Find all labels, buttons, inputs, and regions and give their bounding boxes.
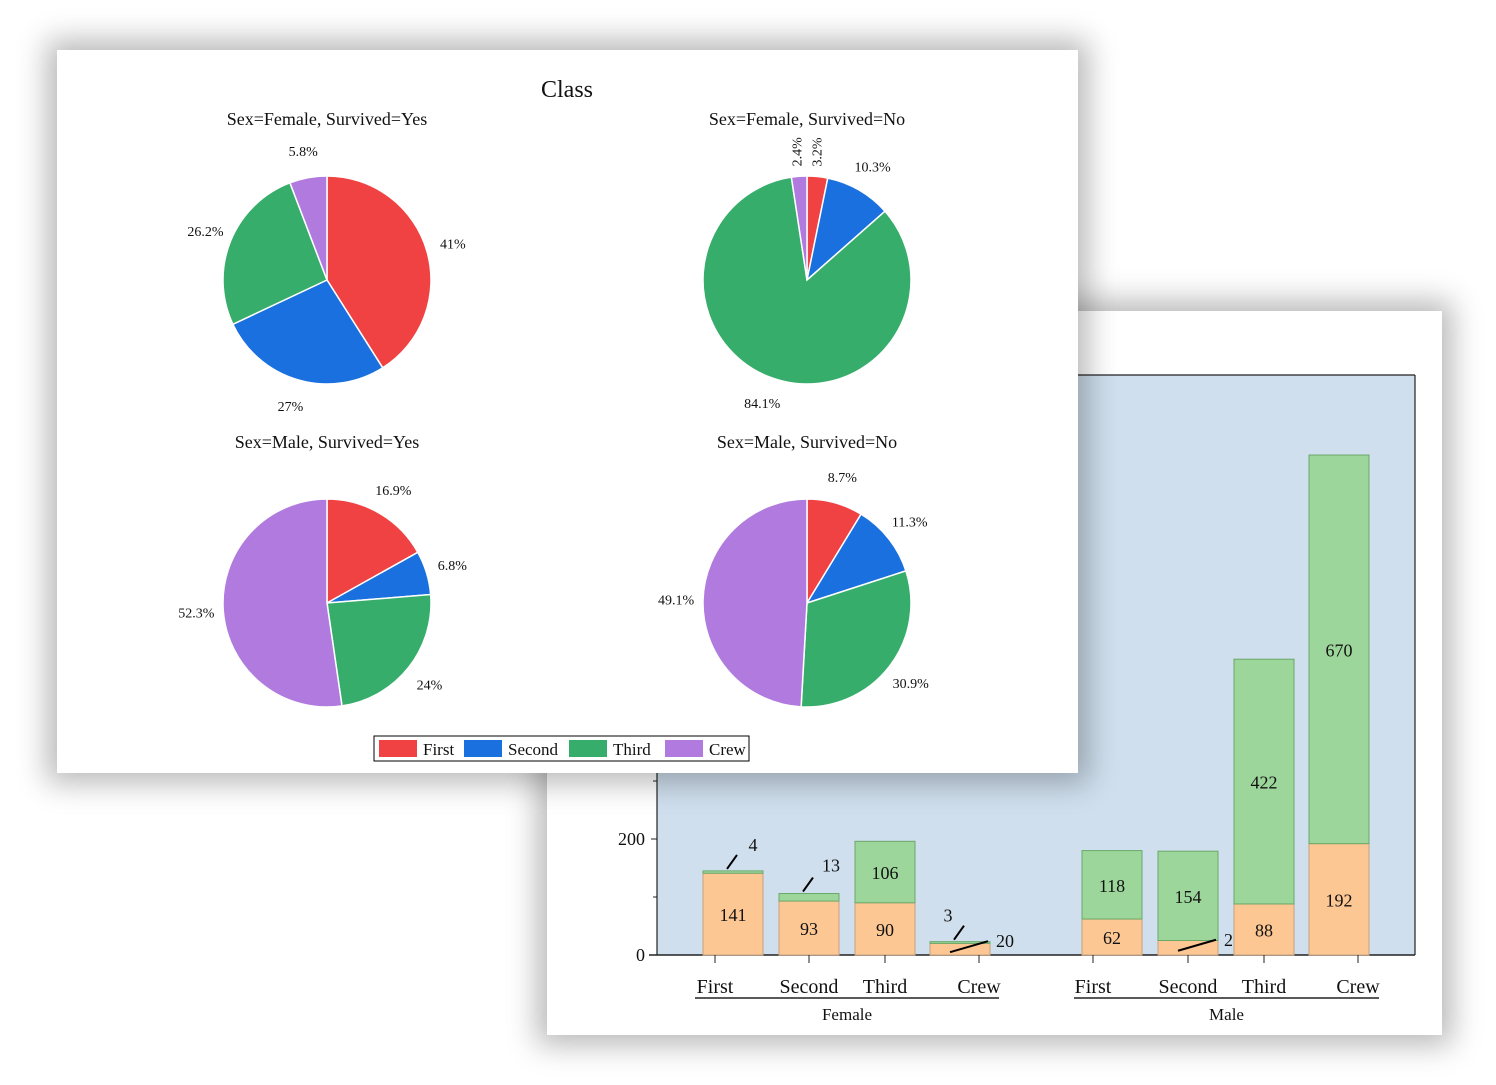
x-tick-label: First — [697, 976, 734, 998]
x-tick-label: First — [1075, 976, 1112, 998]
slice-label: 5.8% — [289, 145, 319, 160]
legend-swatch-first — [379, 740, 417, 757]
bar-value-label: 3 — [944, 906, 953, 926]
bar-segment-top — [929, 941, 991, 944]
label-leader — [1177, 938, 1217, 952]
x-tick-label: Crew — [957, 976, 1001, 998]
pie-title: Sex=Female, Survived=Yes — [227, 109, 427, 129]
chart-title: Class — [541, 77, 593, 103]
legend-swatch-second — [464, 740, 502, 757]
legend: First Second Third Crew — [373, 735, 750, 762]
bar-value-label: 62 — [1103, 928, 1121, 948]
pie-slice-third — [326, 593, 432, 707]
pie-slice-crew — [288, 175, 328, 281]
label-leader — [953, 925, 965, 941]
legend-label-second: Second — [508, 740, 559, 759]
slice-label: 49.1% — [658, 593, 695, 608]
bar-segment-top — [854, 840, 916, 904]
pie-slice-crew — [790, 175, 808, 281]
slice-label: 8.7% — [828, 471, 858, 486]
bar-value-label: 670 — [1326, 640, 1353, 660]
group-label: Male — [1209, 1005, 1244, 1024]
bar-value-label: 106 — [872, 863, 899, 883]
slice-label: 84.1% — [744, 397, 781, 412]
pie-chart-panel: Class Sex=Female, Survived=Yes 41% 27% 26.2… — [57, 50, 1078, 773]
pie-charts: Class Sex=Female, Survived=Yes 41% 27% 26.2… — [178, 77, 930, 762]
slice-label: 10.3% — [855, 161, 892, 176]
bar-value-label: 13 — [822, 856, 840, 876]
bar-value-label: 141 — [720, 905, 747, 925]
pie-slice-third — [702, 176, 912, 385]
label-leader — [802, 876, 814, 893]
bar-value-label: 88 — [1255, 920, 1273, 940]
bar-segment-bottom — [854, 902, 916, 956]
bar-segment-bottom — [1233, 903, 1295, 956]
slice-label: 30.9% — [893, 677, 930, 692]
bar-segment-bottom — [1081, 918, 1143, 956]
slice-label: 2.4% — [791, 137, 806, 167]
bar-value-label: 154 — [1175, 887, 1202, 907]
slice-label: 52.3% — [178, 606, 215, 621]
slice-label: 27% — [278, 400, 304, 415]
bar-value-label: 20 — [996, 931, 1014, 951]
bar-value-label: 118 — [1099, 876, 1125, 896]
x-tick-label: Third — [1242, 976, 1286, 998]
pie-slice-second — [805, 513, 907, 605]
pie-slice-third — [222, 181, 328, 326]
pie-slice-first — [326, 498, 419, 605]
label-leader — [949, 940, 989, 954]
slice-label: 24% — [417, 679, 443, 694]
bar-segment-top — [1157, 850, 1219, 941]
slice-label: 26.2% — [187, 225, 224, 240]
legend-label-crew: Crew — [709, 740, 747, 759]
bar-value-label: 90 — [876, 920, 894, 940]
pie-title: Sex=Male, Survived=Yes — [235, 432, 419, 452]
slice-label: 6.8% — [438, 559, 468, 574]
x-tick-label: Second — [780, 976, 839, 998]
bar-segment-bottom — [1308, 843, 1370, 956]
bar-segment-top — [1081, 850, 1143, 920]
pie-slice-crew — [222, 498, 343, 708]
x-tick-label: Third — [863, 976, 907, 998]
bar-value-label: 192 — [1326, 890, 1353, 910]
pie-slice-crew — [702, 498, 808, 708]
legend-swatch-crew — [665, 740, 703, 757]
group-label: Female — [822, 1005, 872, 1024]
slice-label: 41% — [440, 237, 466, 252]
slice-label: 11.3% — [892, 516, 928, 531]
pie-slice-second — [231, 279, 384, 385]
bar-segment-top — [778, 893, 840, 902]
pie-title: Sex=Male, Survived=No — [717, 432, 897, 452]
legend-label-third: Third — [613, 740, 651, 759]
bar-value-label: 422 — [1251, 773, 1278, 793]
legend-swatch-third — [569, 740, 607, 757]
legend-label-first: First — [423, 740, 454, 759]
slice-label: 16.9% — [375, 484, 412, 499]
label-leader — [726, 854, 738, 870]
y-tick-label: 0 — [636, 945, 645, 965]
bar-value-label: 93 — [800, 919, 818, 939]
pie-slice-third — [800, 569, 912, 708]
bar-segment-top — [1308, 454, 1370, 845]
x-tick-label: Second — [1159, 976, 1218, 998]
slice-label: 3.2% — [811, 137, 826, 167]
bar-segment-top — [1233, 658, 1295, 905]
y-tick-label: 200 — [618, 829, 645, 849]
bar-segment-top — [702, 870, 764, 874]
x-tick-label: Crew — [1336, 976, 1380, 998]
pie-title: Sex=Female, Survived=No — [709, 109, 905, 129]
bar-value-label: 4 — [749, 835, 758, 855]
